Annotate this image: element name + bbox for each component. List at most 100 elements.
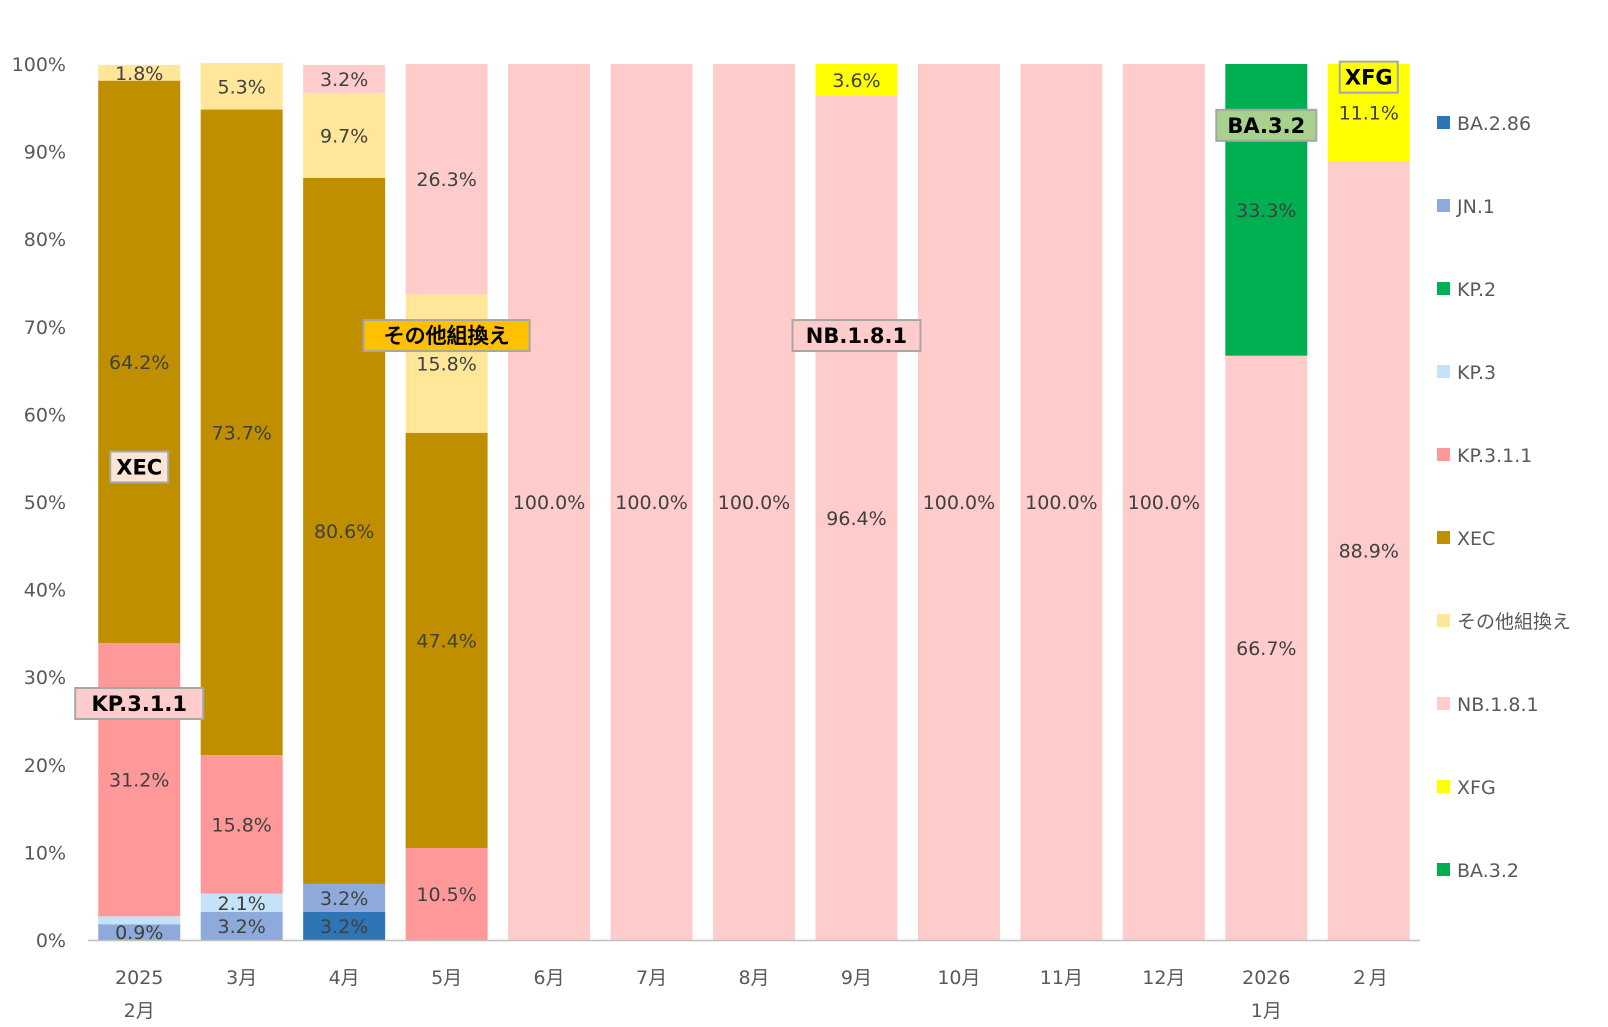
legend-label: その他組換え [1457,611,1571,633]
data-label: 33.3% [1236,200,1296,222]
data-label: 3.2% [320,916,368,938]
y-tick-label: 50% [24,492,66,514]
bar-segment [98,64,181,81]
annotation-label: その他組換え [384,324,510,348]
bar-segment [405,294,488,433]
data-label: 5.3% [218,76,266,98]
annotation-box [1215,108,1318,142]
bar-segment [98,924,181,940]
bar-segment [1327,161,1410,941]
y-tick-label: 0% [36,930,66,952]
data-label: 11.1% [1339,103,1399,125]
legend-swatch [1437,780,1450,793]
data-label: 15.8% [212,814,272,836]
data-label: 73.7% [212,422,272,444]
annotation-box [362,319,531,353]
legend-swatch [1437,863,1450,876]
y-tick-label: 100% [12,54,66,76]
legend-swatch [1437,531,1450,544]
x-tick-label: 8月 [738,967,769,989]
x-tick-label: 5月 [431,967,462,989]
y-tick-label: 80% [24,229,66,251]
data-label: 3.2% [320,888,368,910]
y-tick-label: 60% [24,404,66,426]
x-tick-label: 10月 [937,967,980,989]
annotation-label: BA.3.2 [1227,114,1305,138]
bar-segment [303,883,386,912]
bar-segment [98,916,181,925]
bar-segment [405,64,488,295]
bar-segment [303,911,386,940]
y-tick-label: 90% [24,142,66,164]
x-tick-label: 4月 [329,967,360,989]
legend-label: KP.3 [1457,362,1496,384]
bar-segment [815,64,898,96]
annotation-box [109,450,170,484]
data-label: 10.5% [416,884,476,906]
y-tick-label: 30% [24,667,66,689]
bar-segment [303,64,386,93]
data-label: 100.0% [615,492,687,514]
data-label: 2.1% [218,893,266,915]
data-label: 3.6% [832,70,880,92]
data-label: 64.2% [109,352,169,374]
bar-segment [1122,64,1205,940]
bar-segment [200,109,283,756]
data-label: 100.0% [1128,492,1200,514]
bar-segment [508,64,591,940]
annotation-label: XEC [116,455,162,479]
annotation-box [1338,60,1399,94]
legend-swatch [1437,116,1450,129]
annotation-label: XFG [1345,66,1393,90]
y-tick-label: 40% [24,580,66,602]
legend-label: XEC [1457,528,1495,550]
data-label: 100.0% [923,492,995,514]
data-label: 88.9% [1339,541,1399,563]
bar-segment [200,63,283,110]
data-label: 100.0% [1025,492,1097,514]
legend-label: BA.2.86 [1457,113,1531,135]
bar-segment [1020,64,1103,940]
bar-segment [815,95,898,940]
legend-swatch [1437,697,1450,710]
data-label: 15.8% [416,354,476,376]
data-label: 3.2% [218,916,266,938]
bar-segment [405,848,488,940]
x-tick-label: 2月 [124,1000,155,1022]
legend-swatch [1437,365,1450,378]
bar-segment [917,64,1000,940]
data-label: 0.9% [115,922,163,944]
data-label: 31.2% [109,770,169,792]
x-tick-label: 1月 [1251,1000,1282,1022]
x-tick-label: 7月 [636,967,667,989]
y-tick-label: 70% [24,317,66,339]
bar-segment [610,64,693,940]
legend-swatch [1437,614,1450,627]
data-label: 66.7% [1236,638,1296,660]
data-label: 96.4% [826,508,886,530]
legend-swatch [1437,199,1450,212]
data-label: 80.6% [314,521,374,543]
annotation-box [74,686,205,720]
annotation-box [791,319,922,353]
legend-label: KP.3.1.1 [1457,445,1532,467]
data-label: 26.3% [416,169,476,191]
x-tick-label: 11月 [1040,967,1083,989]
data-label: 1.8% [115,63,163,85]
y-tick-label: 10% [24,842,66,864]
bar-segment [200,911,283,940]
annotation-label: KP.3.1.1 [91,692,187,716]
bar-segment [1225,355,1308,940]
bar-segment [200,755,283,894]
y-tick-label: 20% [24,755,66,777]
legend-swatch [1437,448,1450,461]
legend-label: BA.3.2 [1457,860,1519,882]
data-label: 47.4% [416,630,476,652]
x-tick-label: 2026 [1242,967,1290,989]
bar-segment [200,893,283,912]
x-tick-label: 6月 [534,967,565,989]
bar-segment [713,64,795,940]
data-label: 3.2% [320,69,368,91]
bar-segment [303,177,386,884]
